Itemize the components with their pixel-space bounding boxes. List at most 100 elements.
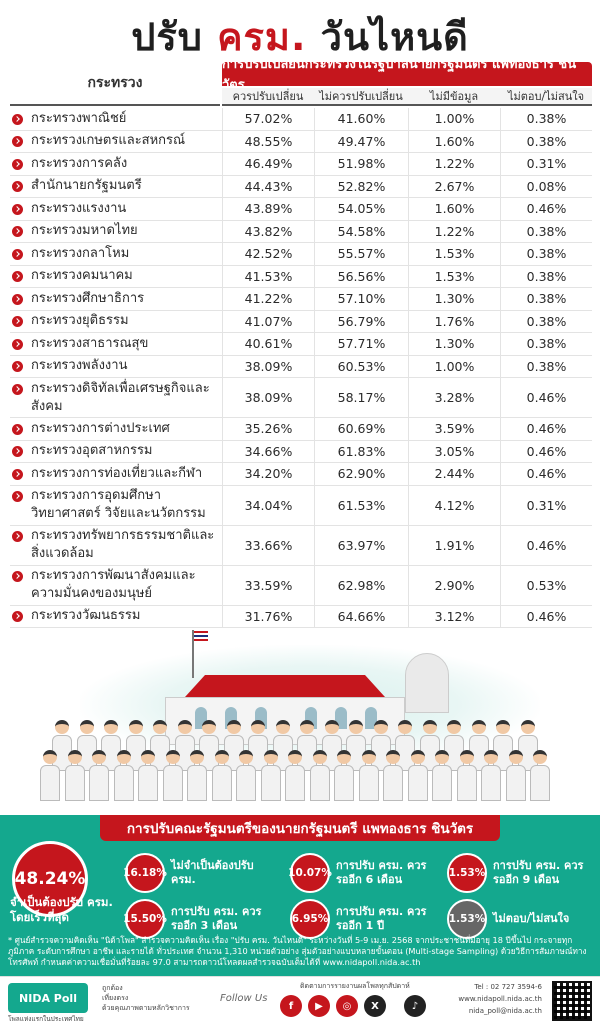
ministry-label: กระทรวงแรงงาน	[31, 200, 127, 216]
table-cell: 0.38%	[500, 310, 592, 332]
instagram-icon[interactable]: ◎	[336, 995, 358, 1017]
table-row: กระทรวงทรัพยากรธรรมชาติและสิ่งแวดล้อม 33.…	[10, 525, 592, 566]
table-cell: 0.38%	[500, 220, 592, 242]
table-cell: 0.08%	[500, 175, 592, 197]
table-cell: 0.53%	[500, 565, 592, 605]
bullet-arrow-icon	[12, 531, 23, 542]
person-icon	[138, 750, 158, 801]
ministry-label: กระทรวงคมนาคม	[31, 268, 133, 284]
table-cell: 33.66%	[222, 525, 314, 565]
flagpole-icon	[192, 630, 194, 678]
table-cell: 0.38%	[500, 108, 592, 130]
person-icon	[334, 750, 354, 801]
bullet-arrow-icon	[12, 338, 23, 350]
bullet-arrow-icon	[12, 293, 23, 305]
table-cell: 41.07%	[222, 310, 314, 332]
table-cell: 1.00%	[408, 355, 500, 377]
quality-lines: ถูกต้อง เที่ยงตรง ด้วยคุณภาพตามหลักวิชาก…	[102, 983, 190, 1013]
stat-item: 6.95% การปรับ ครม. ควรรออีก 1 ปี	[290, 899, 436, 939]
table-cell: 2.44%	[408, 463, 500, 485]
person-icon	[309, 750, 330, 801]
table-row: กระทรวงการคลัง 46.49% 51.98% 1.22% 0.31%	[10, 153, 592, 176]
ministry-label: กระทรวงทรัพยากรธรรมชาติและสิ่งแวดล้อม	[31, 528, 215, 561]
ministry-name: กระทรวงพาณิชย์	[10, 110, 220, 128]
facebook-icon[interactable]: f	[280, 995, 302, 1017]
person-icon	[162, 750, 183, 801]
person-icon	[383, 750, 403, 801]
tiktok-icon[interactable]: ♪	[404, 995, 426, 1017]
person-icon	[530, 750, 550, 801]
table-cell: 57.02%	[222, 108, 314, 130]
col-header-should-change: ควรปรับเปลี่ยน	[222, 88, 314, 106]
table-row: กระทรวงวัฒนธรรม 31.76% 64.66% 3.12% 0.46%	[10, 605, 592, 628]
table-cell: 2.90%	[408, 565, 500, 605]
table-cell: 0.46%	[500, 440, 592, 462]
stat-label: การปรับ ครม. ควรรออีก 9 เดือน	[493, 859, 584, 886]
ministry-label: กระทรวงสาธารณสุข	[31, 335, 149, 351]
ministry-label: กระทรวงการคลัง	[31, 155, 128, 171]
title-part1: ปรับ	[131, 15, 218, 59]
bullet-arrow-icon	[12, 423, 23, 435]
dome-icon	[405, 653, 449, 713]
table-cell: 34.66%	[222, 440, 314, 462]
table-cell: 48.55%	[222, 130, 314, 152]
stat-item: 1.53% ไม่ตอบ/ไม่สนใจ	[447, 899, 569, 939]
table-cell: 34.04%	[222, 485, 314, 525]
bullet-arrow-icon	[12, 203, 23, 215]
bullet-arrow-icon	[12, 383, 23, 395]
bullet-arrow-icon	[12, 181, 23, 193]
table-cell: 31.76%	[222, 605, 314, 627]
bullet-arrow-icon	[12, 248, 23, 260]
quality-line: ถูกต้อง	[102, 984, 123, 992]
title-part2: วันไหนดี	[306, 15, 469, 59]
table-row: กระทรวงอุตสาหกรรม 34.66% 61.83% 3.05% 0.46%	[10, 440, 592, 463]
table-cell: 38.09%	[222, 355, 314, 377]
table-cell: 33.59%	[222, 565, 314, 605]
ministry-name: กระทรวงวัฒนธรรม	[10, 607, 220, 625]
ministry-label: กระทรวงการพัฒนาสังคมและความมั่นคงของมนุษ…	[31, 568, 196, 601]
table-cell: 55.57%	[314, 243, 408, 265]
logo-tagline: โพลแห่งแรกในประเทศไทย	[8, 1015, 84, 1023]
ministry-name: กระทรวงการคลัง	[10, 155, 220, 173]
stat-label: ไม่ตอบ/ไม่สนใจ	[493, 912, 570, 925]
x-icon[interactable]: X	[364, 995, 386, 1017]
contact-web[interactable]: www.nidapoll.nida.ac.th	[458, 995, 542, 1003]
table-cell: 41.53%	[222, 265, 314, 287]
table-cell: 44.43%	[222, 175, 314, 197]
ministry-label: สำนักนายกรัฐมนตรี	[31, 178, 142, 194]
table-cell: 0.31%	[500, 485, 592, 525]
table-row: กระทรวงยุติธรรม 41.07% 56.79% 1.76% 0.38%	[10, 310, 592, 333]
table-cell: 54.05%	[314, 198, 408, 220]
table-row: กระทรวงเกษตรและสหกรณ์ 48.55% 49.47% 1.60% 0.…	[10, 130, 592, 153]
contact-info: Tel : 02 727 3594-6 www.nidapoll.nida.ac…	[450, 981, 542, 1017]
table-cell: 0.46%	[500, 418, 592, 440]
col-header-should-not-change: ไม่ควรปรับเปลี่ยน	[314, 88, 408, 106]
qr-code-icon[interactable]	[552, 981, 592, 1021]
table-cell: 51.98%	[314, 153, 408, 175]
ministry-label: กระทรวงเกษตรและสหกรณ์	[31, 133, 186, 149]
ministry-name: กระทรวงคมนาคม	[10, 267, 220, 285]
table-row: กระทรวงมหาดไทย 43.82% 54.58% 1.22% 0.38%	[10, 220, 592, 243]
ministry-label: กระทรวงพาณิชย์	[31, 110, 127, 126]
quality-line: ด้วยคุณภาพตามหลักวิชาการ	[102, 1004, 190, 1012]
bullet-arrow-icon	[12, 446, 23, 458]
table-cell: 0.46%	[500, 198, 592, 220]
table-row: กระทรวงคมนาคม 41.53% 56.56% 1.53% 0.38%	[10, 265, 592, 288]
person-icon	[407, 750, 428, 801]
contact-email[interactable]: nida_poll@nida.ac.th	[468, 1007, 542, 1015]
person-icon	[272, 720, 293, 771]
table-cell: 52.82%	[314, 175, 408, 197]
person-icon	[505, 750, 526, 801]
youtube-icon[interactable]: ▶	[308, 995, 330, 1017]
ministry-label: กระทรวงมหาดไทย	[31, 223, 138, 239]
table-row: กระทรวงพาณิชย์ 57.02% 41.60% 1.00% 0.38%	[10, 108, 592, 131]
table-cell: 1.53%	[408, 243, 500, 265]
table-row: กระทรวงสาธารณสุข 40.61% 57.71% 1.30% 0.38%	[10, 333, 592, 356]
table-cell: 57.71%	[314, 333, 408, 355]
bullet-arrow-icon	[12, 468, 23, 480]
table-cell: 0.46%	[500, 525, 592, 565]
ministry-label: กระทรวงการอุดมศึกษา วิทยาศาสตร์ วิจัยและ…	[31, 488, 206, 521]
table-cell: 34.20%	[222, 463, 314, 485]
table-cell: 38.09%	[222, 378, 314, 417]
group-header: การปรับเปลี่ยนกระทรวงในรัฐบาลนายกรัฐมนตร…	[222, 57, 592, 93]
